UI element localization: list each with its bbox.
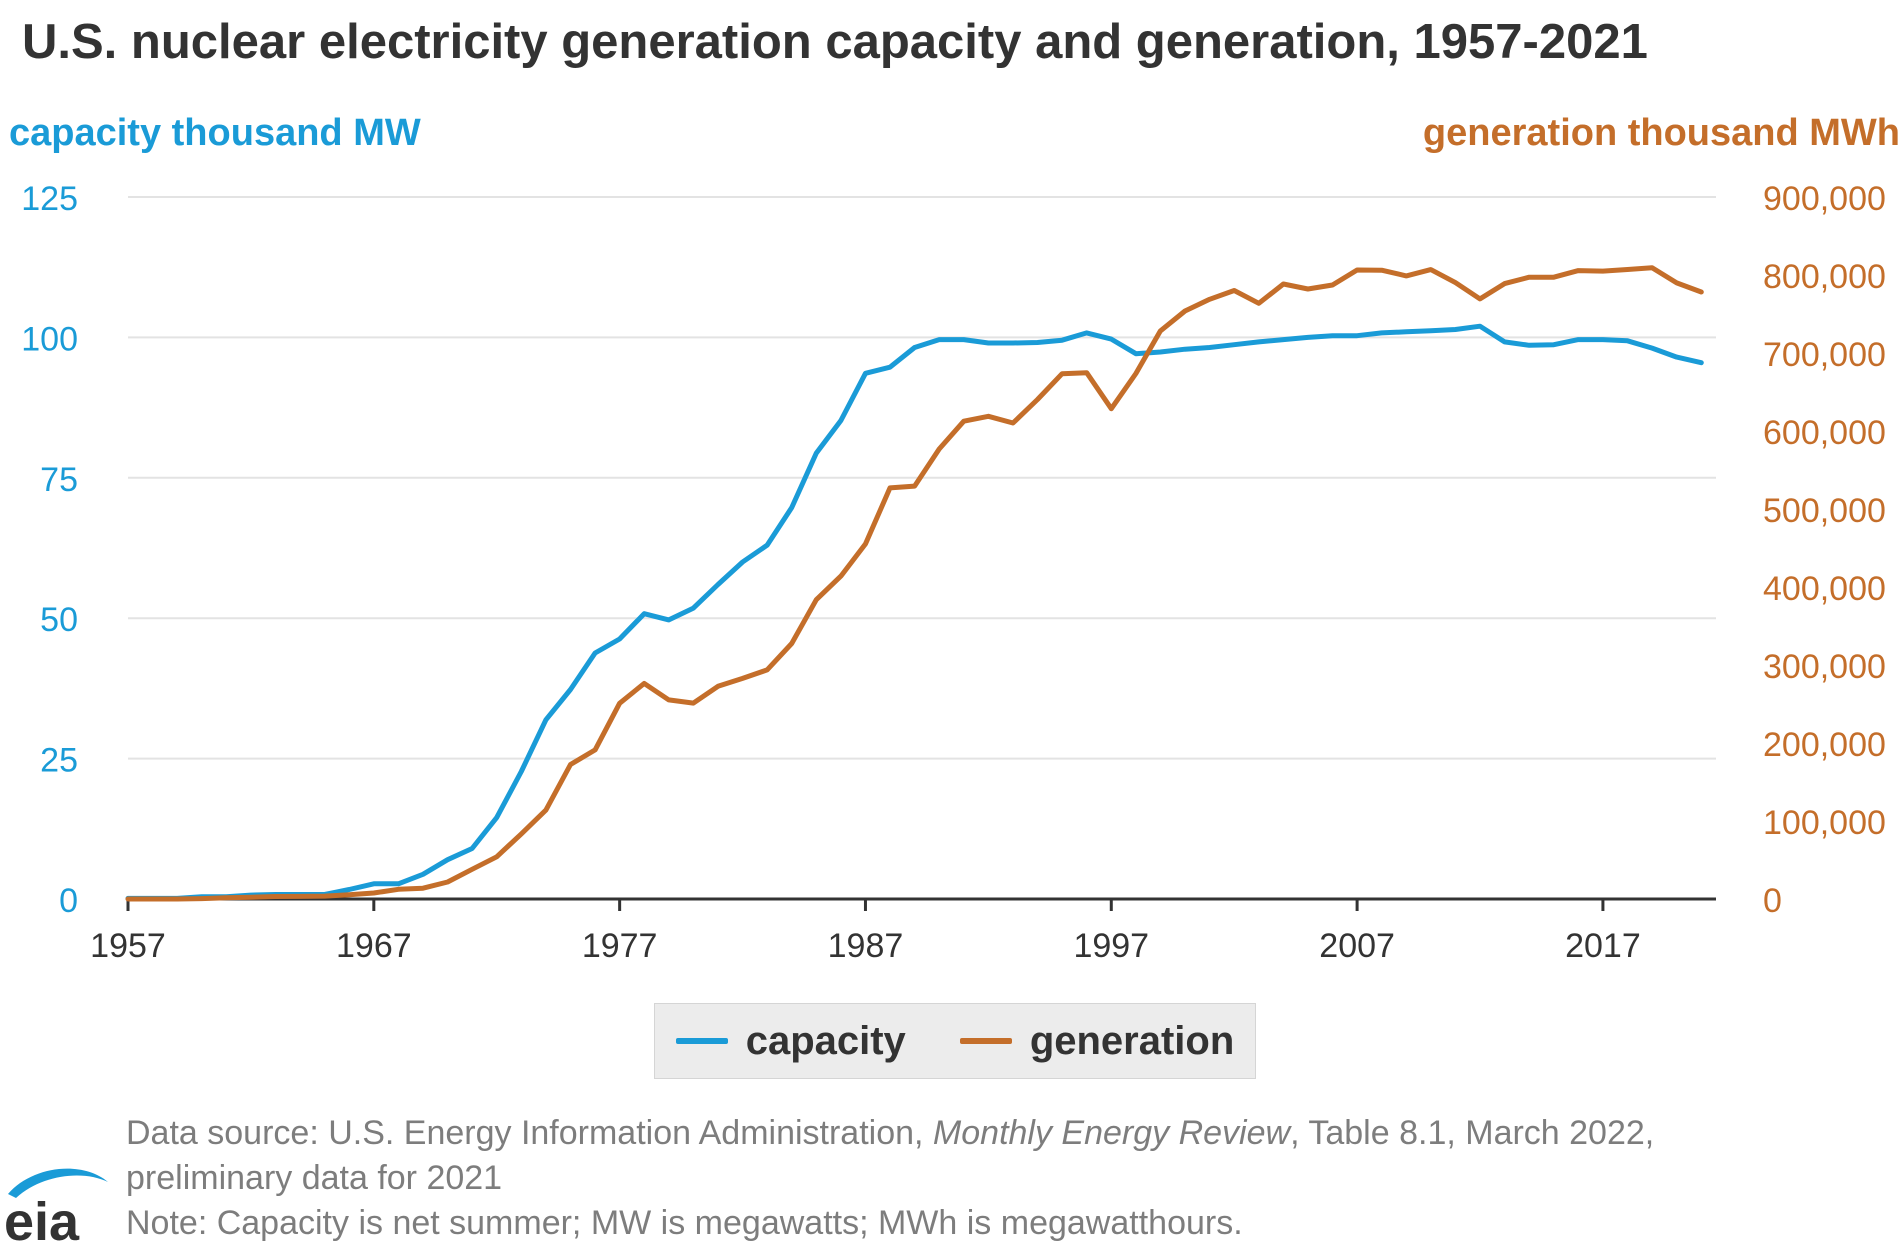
- x-axis: 1957 1967 1977 1987 1997 2007 2017: [90, 897, 1716, 965]
- series-line-generation: [125, 265, 1704, 902]
- right-tick-label: 0: [1763, 882, 1782, 920]
- x-tick-label: 2017: [1565, 927, 1641, 965]
- left-axis-label: capacity thousand MW: [9, 112, 421, 154]
- right-tick-label: 800,000: [1763, 258, 1886, 296]
- x-tick-label: 1977: [582, 927, 658, 965]
- legend-swatch-generation: [959, 1038, 1012, 1044]
- x-tick-label: 1957: [90, 927, 166, 965]
- eia-logo[interactable]: eia: [2, 1158, 112, 1248]
- series-lines: [125, 265, 1704, 902]
- logo-text: eia: [4, 1192, 80, 1248]
- source-line-2: preliminary data for 2021: [126, 1159, 503, 1197]
- legend-item-generation[interactable]: generation: [959, 1018, 1235, 1064]
- right-tick-label: 500,000: [1763, 492, 1886, 530]
- left-tick-label: 125: [21, 180, 78, 218]
- left-axis-ticks: 0 25 50 75 100 125: [21, 180, 78, 920]
- x-tick-label: 1997: [1073, 927, 1149, 965]
- source-suffix: , Table 8.1, March 2022,: [1290, 1114, 1655, 1152]
- gridlines: [128, 196, 1716, 760]
- legend-label-generation: generation: [1029, 1018, 1235, 1063]
- legend-item-capacity[interactable]: capacity: [675, 1018, 906, 1064]
- right-tick-label: 200,000: [1763, 726, 1886, 764]
- footer-note: Note: Capacity is net summer; MW is mega…: [126, 1204, 1243, 1242]
- left-tick-label: 0: [59, 882, 78, 920]
- chart-plot: 0 25 50 75 100 125 0 100,000 200,000 300,000 400,…: [21, 180, 1886, 965]
- right-tick-label: 600,000: [1763, 414, 1886, 452]
- x-tick-label: 2007: [1319, 927, 1395, 965]
- legend-swatch-capacity: [675, 1038, 728, 1044]
- right-tick-label: 300,000: [1763, 648, 1886, 686]
- source-title: Monthly Energy Review: [932, 1114, 1291, 1152]
- left-tick-label: 50: [40, 601, 78, 639]
- chart-title: U.S. nuclear electricity generation capa…: [22, 15, 1648, 69]
- right-tick-label: 900,000: [1763, 180, 1886, 218]
- right-axis-label: generation thousand MWh: [1422, 112, 1900, 154]
- series-line-capacity: [125, 323, 1704, 901]
- legend: capacity generation: [654, 1003, 1256, 1079]
- logo-swoosh: [8, 1168, 108, 1198]
- legend-label-capacity: capacity: [745, 1018, 906, 1063]
- right-tick-label: 700,000: [1763, 336, 1886, 374]
- data-source: Data source: U.S. Energy Information Adm…: [126, 1111, 1886, 1156]
- footer: Data source: U.S. Energy Information Adm…: [126, 1111, 1886, 1246]
- left-tick-label: 100: [21, 320, 78, 358]
- right-tick-label: 100,000: [1763, 804, 1886, 842]
- left-tick-label: 75: [40, 461, 78, 499]
- right-axis-ticks: 0 100,000 200,000 300,000 400,000 500,000 600,…: [1763, 180, 1886, 920]
- source-prefix: Data source: U.S. Energy Information Adm…: [126, 1114, 933, 1152]
- x-tick-label: 1967: [336, 927, 412, 965]
- x-tick-label: 1987: [828, 927, 904, 965]
- left-tick-label: 25: [40, 742, 78, 780]
- right-tick-label: 400,000: [1763, 570, 1886, 608]
